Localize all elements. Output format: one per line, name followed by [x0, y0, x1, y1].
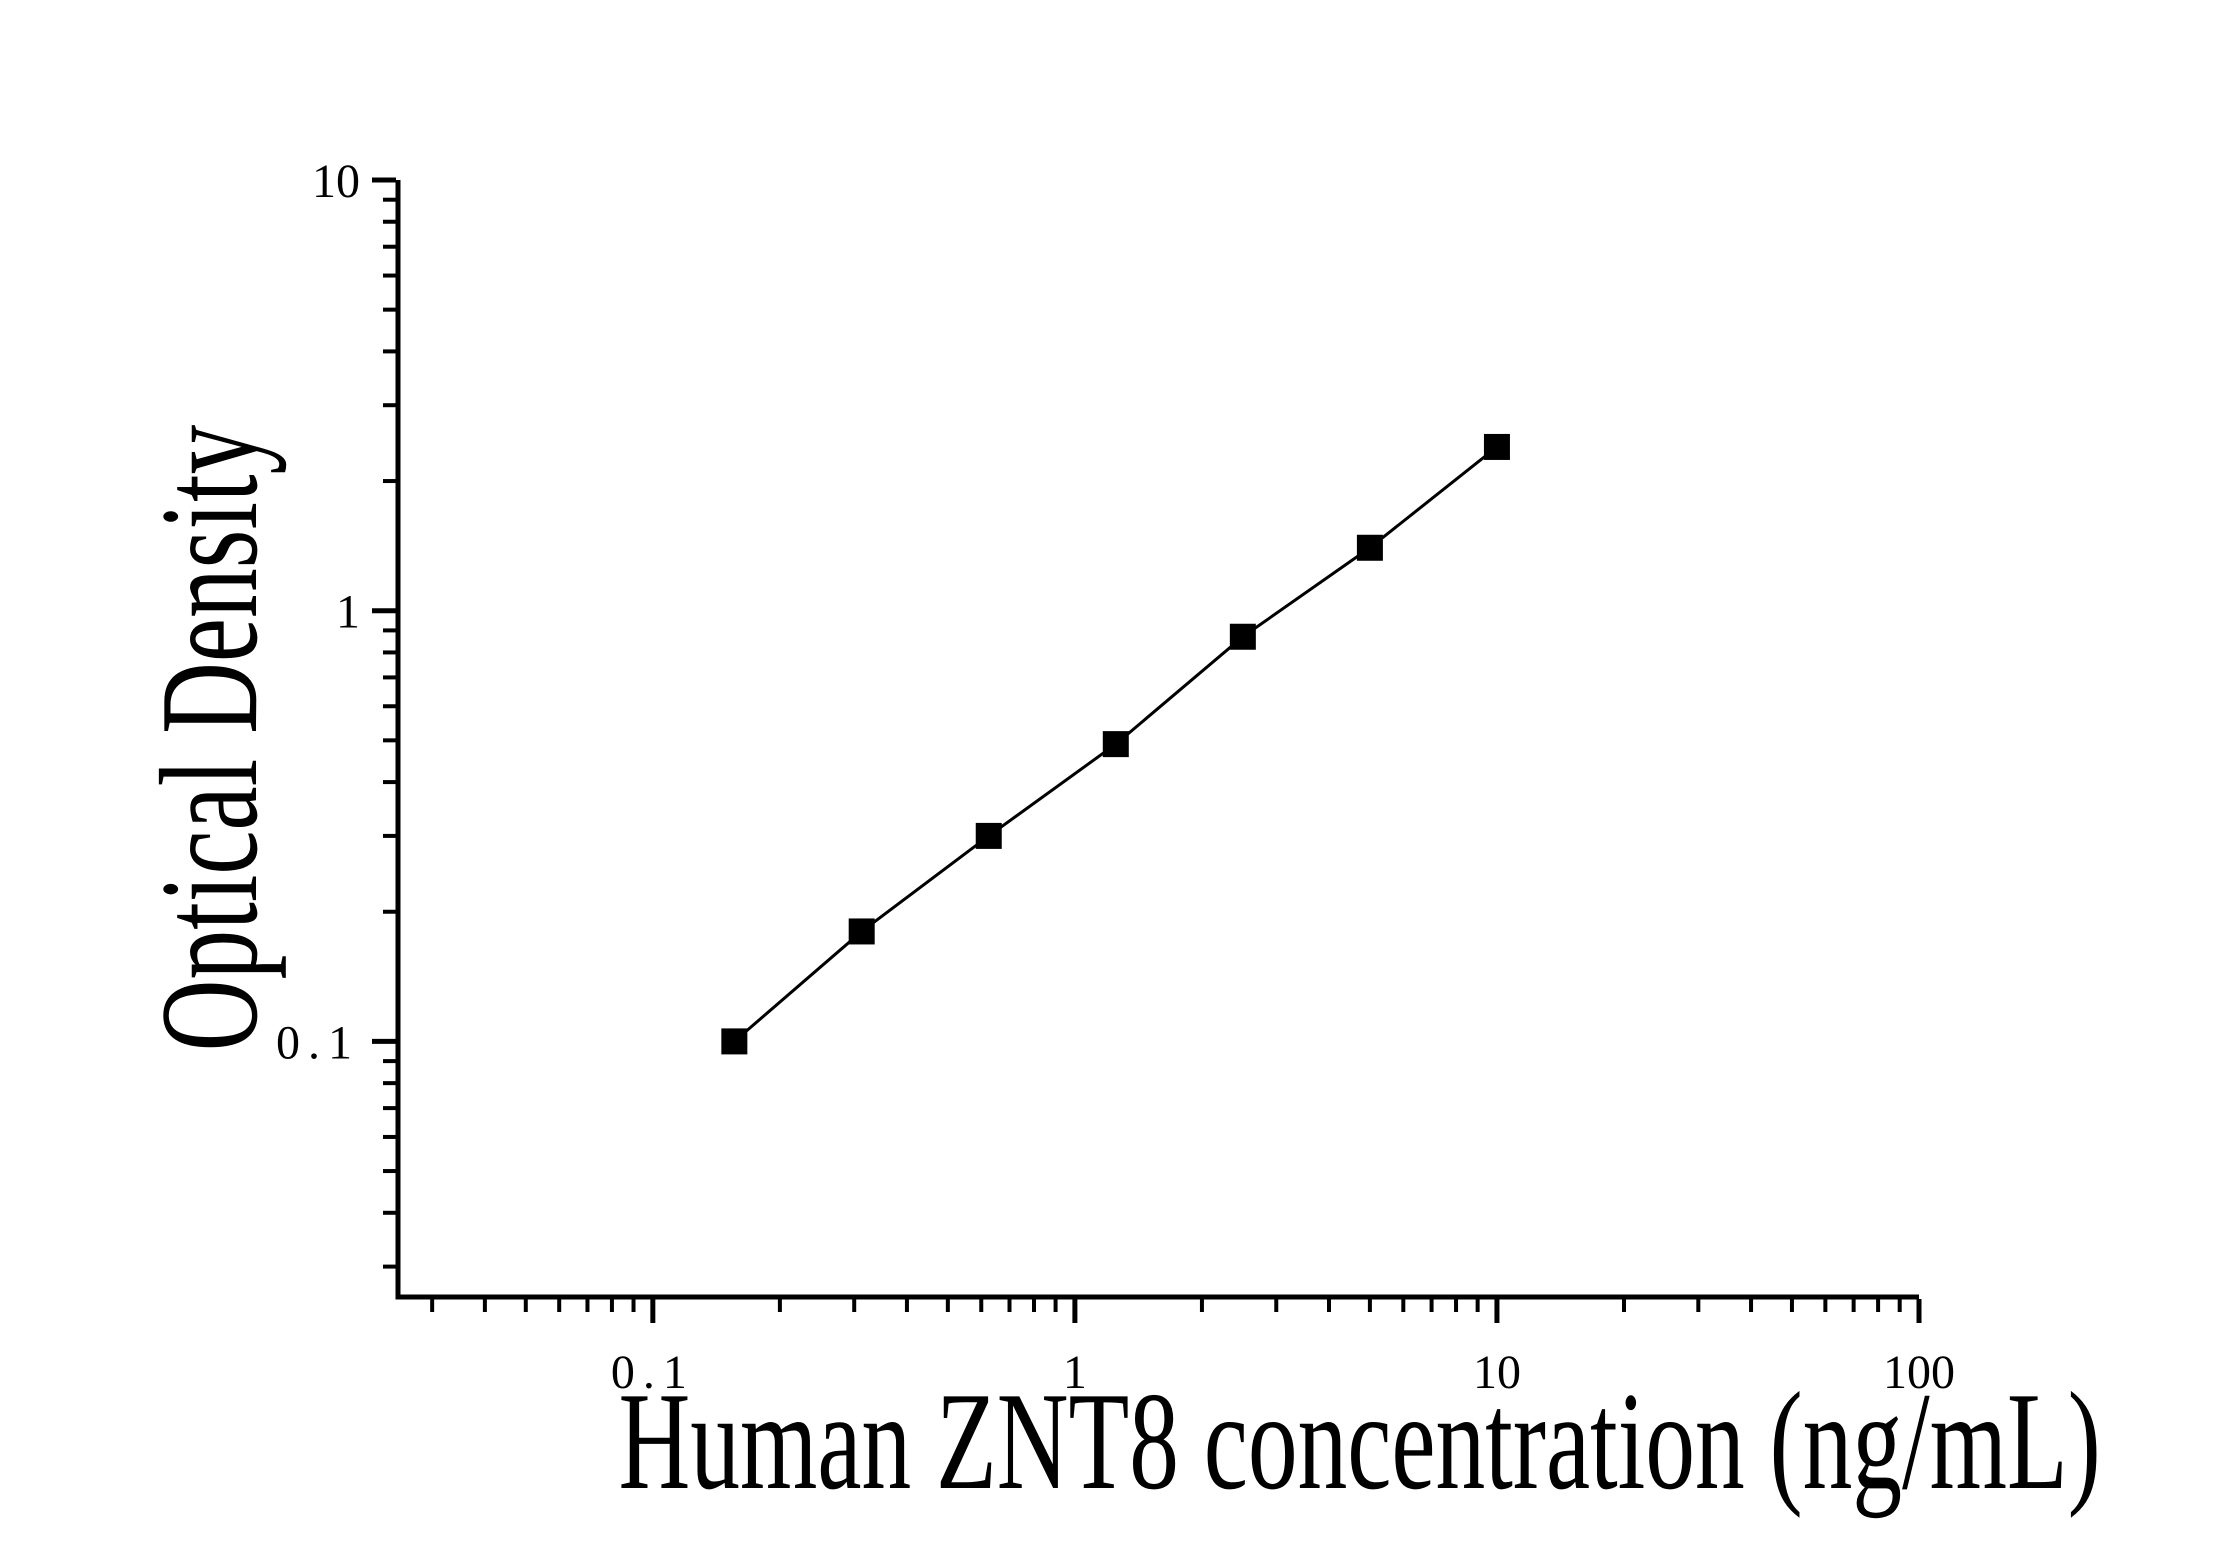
- x-tick-label: 100: [1883, 1346, 1955, 1399]
- data-point-marker: [1356, 534, 1383, 561]
- x-tick-label: 0.1: [611, 1346, 695, 1399]
- x-axis-title: Human ZNT8 concentration (ng/mL): [618, 1364, 2101, 1519]
- y-tick-label: 1: [336, 586, 360, 639]
- data-point-marker: [1483, 433, 1510, 460]
- y-tick-label: 0.1: [276, 1016, 360, 1069]
- x-tick-label: 10: [1473, 1346, 1521, 1399]
- data-point-marker: [721, 1028, 748, 1055]
- data-point-marker: [848, 918, 875, 945]
- x-tick-label: 1: [1063, 1346, 1087, 1399]
- axis-frame: [395, 180, 1919, 1300]
- data-point-marker: [975, 822, 1002, 849]
- data-point-marker: [1229, 623, 1256, 650]
- y-axis-title: Optical Density: [132, 424, 287, 1052]
- y-tick-label: 10: [312, 155, 360, 208]
- data-point-marker: [1102, 731, 1129, 758]
